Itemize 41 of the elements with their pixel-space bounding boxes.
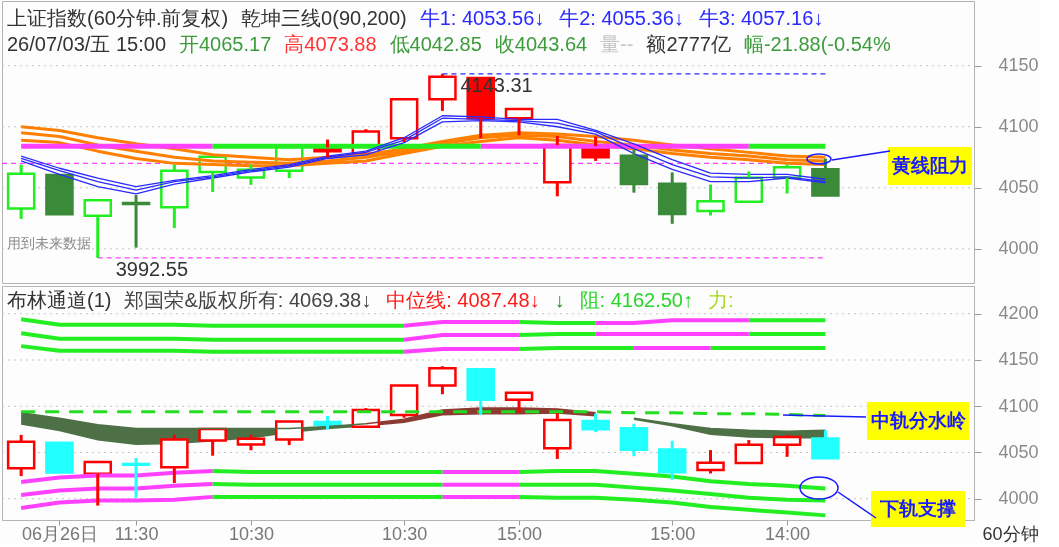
y-tick-label: 4100 <box>998 116 1039 137</box>
x-tick-label: 10:30 <box>228 523 274 544</box>
annotation: 牛3: 4057.16↓ <box>698 7 824 29</box>
x-tick-label: 15:00 <box>497 523 543 544</box>
annotation: 低4042.85 <box>389 33 482 55</box>
annotation: 开4065.17 <box>179 33 272 55</box>
y-tick-label: 4050 <box>998 177 1039 198</box>
annotation: 牛2: 4055.36↓ <box>559 7 684 29</box>
annotation: 牛1: 4053.56↓ <box>419 7 545 29</box>
text: 黄线阻力 <box>891 155 968 176</box>
annotation: 幅-21.88(-0.54% <box>743 33 891 55</box>
annotation: 力: <box>707 289 734 311</box>
x-tick-label: 15:00 <box>650 523 696 544</box>
annotation: 高4073.88 <box>284 33 377 55</box>
y-tick-label: 4000 <box>998 238 1039 259</box>
annotation: 中位线: 4087.48↓ <box>386 289 540 311</box>
chart-subtitle: 乾坤三线0(90,200) <box>241 7 407 29</box>
text: 下轨支撑 <box>879 498 956 519</box>
annotation: 量-- <box>600 33 634 55</box>
y-tick-label: 4150 <box>998 349 1039 370</box>
chart-title: 布林通道(1) <box>7 289 112 311</box>
x-tick-label: 14:00 <box>765 523 811 544</box>
x-tick-label: 06月26日 <box>21 523 98 544</box>
x-tick-label: 10:30 <box>382 523 428 544</box>
ref-line-label: 3992.55 <box>115 257 189 280</box>
annotation: 收4043.64 <box>494 33 588 55</box>
y-tick-label: 4200 <box>998 303 1039 324</box>
y-tick-label: 4150 <box>998 55 1039 76</box>
annotation: 阻: 4162.50↑ <box>579 289 693 311</box>
x-axis-title: 60分钟 <box>982 523 1039 544</box>
annotation: ↓ <box>554 289 565 311</box>
annotation: 额2777亿 <box>646 33 731 55</box>
y-tick-label: 4100 <box>998 395 1039 416</box>
chart-title: 上证指数(60分钟.前复权) <box>7 7 229 29</box>
annotation: 郑国荣&版权所有: 4069.38↓ <box>124 289 372 311</box>
annotation: 26/07/03/五 15:00 <box>7 33 167 55</box>
text: 中轨分水岭 <box>870 410 967 431</box>
x-tick-label: 11:30 <box>114 523 159 544</box>
y-tick-label: 4050 <box>998 441 1039 462</box>
annotation: 用到未来数据 <box>7 235 91 251</box>
y-tick-label: 4000 <box>998 488 1039 509</box>
